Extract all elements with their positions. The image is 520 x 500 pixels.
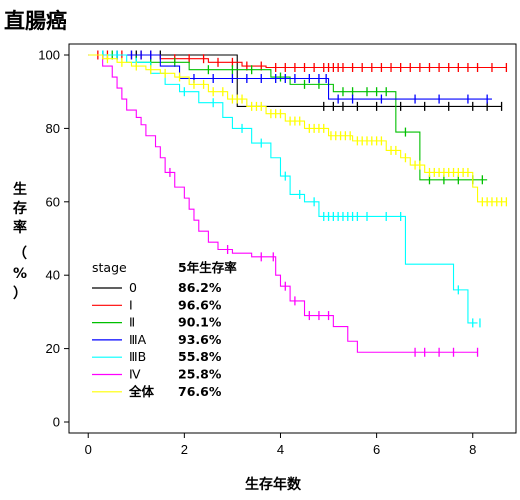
survival-curves: [88, 50, 508, 357]
legend-label: 全体: [128, 384, 155, 399]
legend-rate: 90.1%: [178, 315, 222, 330]
x-tick-label: 8: [469, 442, 476, 457]
series-ⅢA: [88, 50, 492, 104]
x-tick-label: 4: [277, 442, 284, 457]
y-axis-label-char: %: [13, 266, 27, 282]
series-Ⅱ: [88, 50, 488, 185]
y-axis-label-char: 存: [13, 200, 27, 217]
survival-line: [88, 54, 492, 100]
y-axis-label-char: ）: [13, 286, 27, 302]
y-tick-label: 80: [46, 121, 60, 136]
legend-rate: 96.6%: [178, 297, 222, 312]
legend-label: Ⅰ: [129, 297, 133, 312]
y-tick-label: 60: [46, 194, 60, 209]
legend-label: ⅢA: [129, 332, 147, 347]
survival-line: [88, 54, 478, 353]
x-axis-label: 生存年数: [245, 476, 302, 493]
legend-label: Ⅱ: [129, 315, 135, 330]
y-tick-label: 40: [46, 268, 60, 283]
chart-title: 直腸癌: [4, 9, 67, 33]
y-tick-label: 20: [46, 341, 60, 356]
survival-line: [88, 54, 488, 181]
y-tick-label: 0: [53, 414, 60, 429]
y-tick-label: 100: [38, 48, 60, 63]
legend-label: ⅢB: [129, 349, 146, 364]
y-axis-label-char: 生: [13, 181, 27, 198]
legend-rate: 25.8%: [178, 367, 222, 382]
survival-line: [88, 54, 507, 203]
legend-rate: 55.8%: [178, 349, 222, 364]
y-axis-label: 生存率 （% ）: [13, 181, 27, 302]
legend-label: Ⅳ: [129, 367, 141, 382]
x-tick-label: 0: [85, 442, 92, 457]
x-tick-label: 6: [373, 442, 380, 457]
legend-rate: 76.6%: [178, 384, 222, 399]
legend-label: 0: [129, 280, 137, 295]
legend-header-5yr: 5年生存率: [178, 260, 237, 275]
x-tick-label: 2: [181, 442, 188, 457]
legend-rate: 93.6%: [178, 332, 222, 347]
series-Ⅳ: [88, 54, 479, 357]
y-axis-label-char: 率: [13, 219, 27, 236]
survival-line: [88, 54, 502, 107]
series-全体: [88, 54, 508, 207]
legend: stage 5年生存率 0 86.2% Ⅰ 96.6% Ⅱ 90.1% ⅢA 93.6% ⅢB 5…: [92, 260, 237, 399]
legend-header-stage: stage: [92, 260, 127, 275]
legend-rate: 86.2%: [178, 280, 222, 295]
series-ⅢB: [88, 50, 481, 328]
y-axis-label-char: （: [13, 246, 27, 262]
plot-frame: [68, 43, 517, 434]
survival-line: [88, 54, 478, 324]
